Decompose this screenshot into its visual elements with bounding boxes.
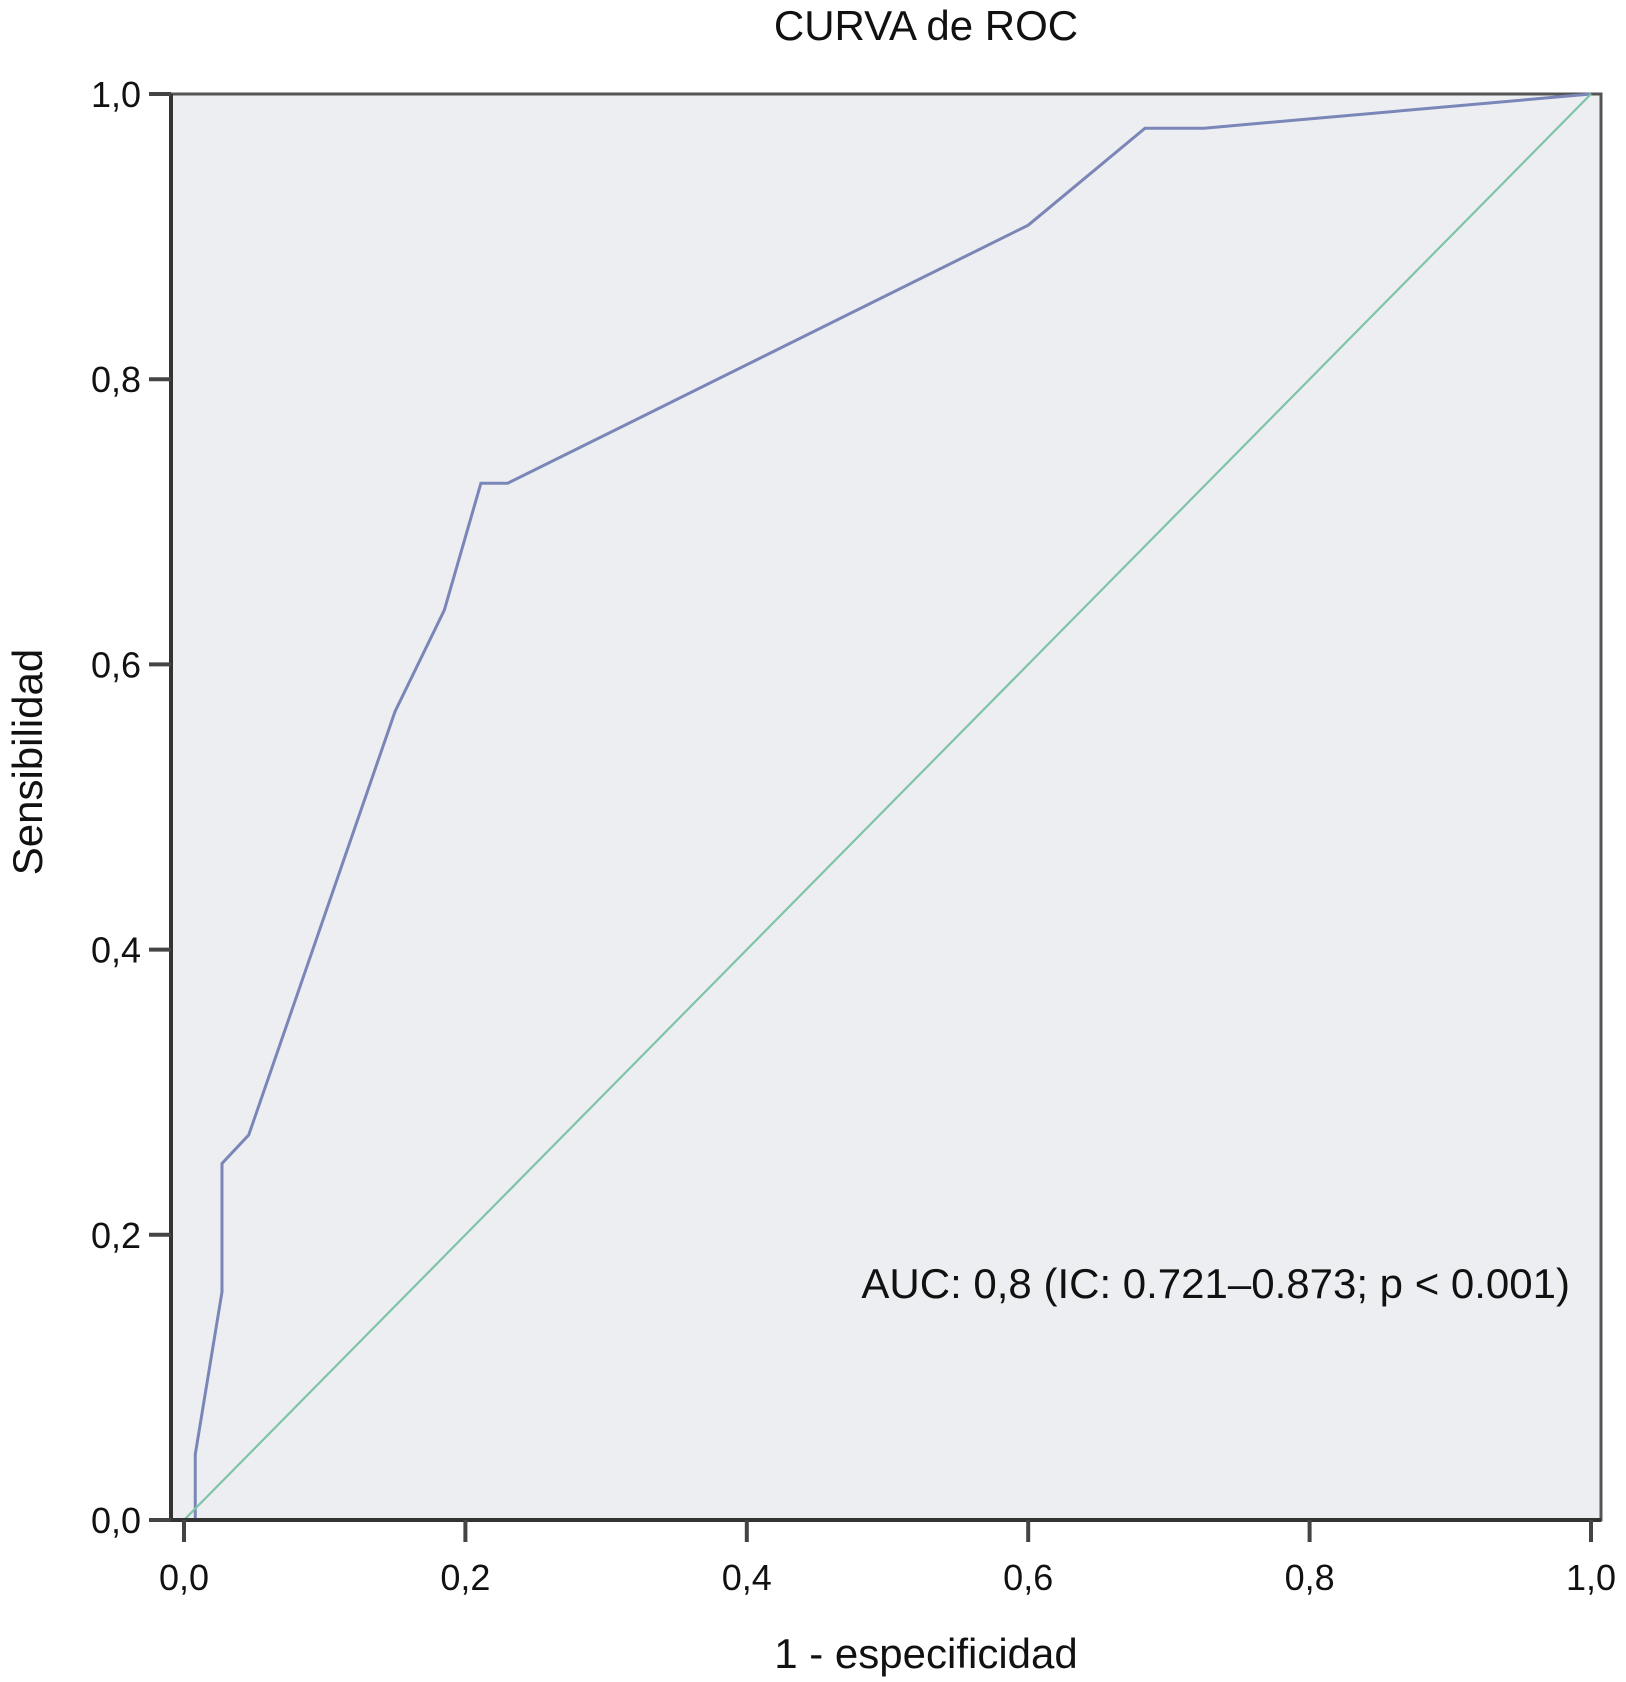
reference-diagonal: [183, 93, 1592, 1521]
chart-title: CURVA de ROC: [774, 2, 1078, 49]
x-tick-label: 0,2: [440, 1557, 490, 1598]
x-tick-label: 0,8: [1285, 1557, 1335, 1598]
y-tick-label: 0,2: [91, 1215, 141, 1256]
x-tick-label: 0,0: [159, 1557, 209, 1598]
y-tick-label: 1,0: [91, 74, 141, 115]
x-tick-label: 1,0: [1566, 1557, 1616, 1598]
y-tick-label: 0,8: [91, 359, 141, 400]
x-tick-label: 0,4: [722, 1557, 772, 1598]
y-tick-label: 0,6: [91, 644, 141, 685]
x-tick-label: 0,6: [1003, 1557, 1053, 1598]
x-axis-label: 1 - especificidad: [774, 1630, 1078, 1677]
auc-annotation: AUC: 0,8 (IC: 0.721–0.873; p < 0.001): [861, 1260, 1570, 1307]
roc-curve: [193, 92, 1592, 1520]
y-tick-label: 0,4: [91, 930, 141, 971]
y-axis-label: Sensibilidad: [4, 649, 51, 876]
y-tick-label: 0,0: [91, 1500, 141, 1541]
